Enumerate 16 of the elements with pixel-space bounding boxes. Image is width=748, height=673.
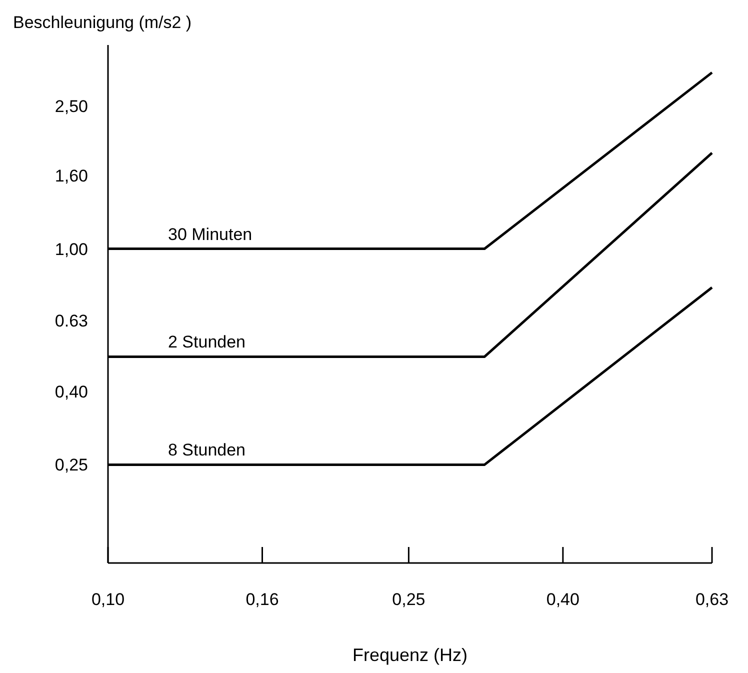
series-label: 8 Stunden (168, 440, 246, 460)
series-label: 30 Minuten (168, 224, 252, 244)
series-label: 2 Stunden (168, 332, 246, 352)
x-tick-label: 0,63 (695, 590, 729, 609)
y-axis-title: Beschleunigung (m/s2 ) (13, 13, 192, 32)
x-axis-title: Frequenz (Hz) (352, 645, 468, 665)
x-tick-label: 0,10 (91, 590, 125, 609)
x-tick-label: 0,40 (546, 590, 580, 609)
y-tick-label: 0,25 (54, 456, 88, 475)
y-tick-label: 1,60 (54, 166, 88, 186)
y-tick-label: 0.63 (54, 312, 88, 331)
y-tick-label: 0,40 (54, 382, 88, 402)
x-tick-label: 0,16 (246, 590, 279, 609)
y-tick-label: 2,50 (54, 97, 88, 116)
x-tick-label: 0,25 (392, 590, 426, 609)
y-tick-label: 1,00 (54, 240, 88, 259)
